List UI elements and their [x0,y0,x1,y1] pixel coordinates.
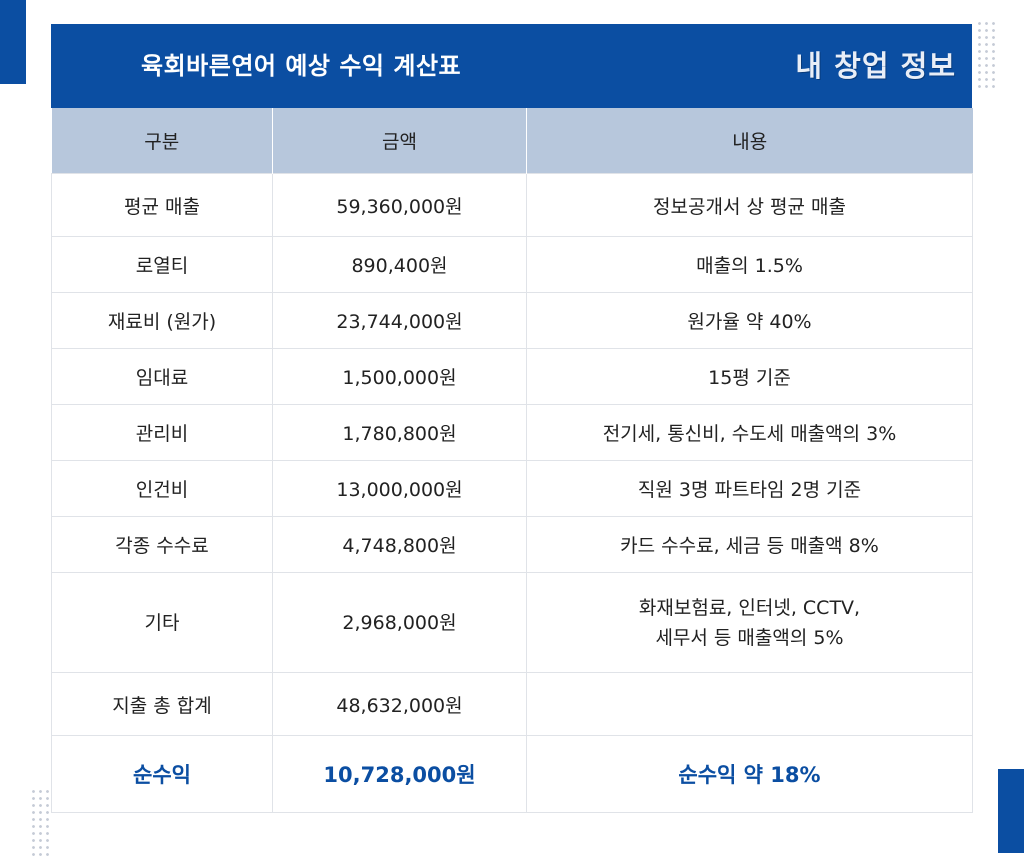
cell-category: 순수익 [51,735,273,813]
brand-logo: 내 창업 정보 [795,46,956,86]
cell-category: 인건비 [51,460,273,517]
dot-pattern-bottom-left [30,788,52,858]
cell-category: 로열티 [51,236,273,293]
profit-table: 구분 금액 내용 평균 매출 59,360,000원 정보공개서 상 평균 매출… [51,108,973,813]
corner-accent-top-left [0,0,26,84]
cell-note-line: 화재보험료, 인터넷, CCTV, [638,596,861,619]
column-header-category: 구분 [51,108,273,174]
cell-note [526,672,973,736]
cell-note: 직원 3명 파트타임 2명 기준 [526,460,973,517]
cell-category: 각종 수수료 [51,516,273,573]
cell-note: 화재보험료, 인터넷, CCTV, 세무서 등 매출액의 5% [526,572,973,673]
column-header-amount: 금액 [272,108,527,174]
cell-note: 원가율 약 40% [526,292,973,349]
column-header-note: 내용 [526,108,973,174]
cell-amount: 890,400원 [272,236,527,293]
cell-note: 매출의 1.5% [526,236,973,293]
profit-table-card: 육회바른연어 예상 수익 계산표 내 창업 정보 구분 금액 내용 평균 매출 … [51,24,973,813]
cell-note: 15평 기준 [526,348,973,405]
table-row-expense-total: 지출 총 합계 48,632,000원 [51,672,973,736]
cell-amount: 48,632,000원 [272,672,527,736]
table-row: 각종 수수료 4,748,800원 카드 수수료, 세금 등 매출액 8% [51,516,973,573]
brand-logo-text: 내 창업 정보 [795,49,956,83]
cell-amount: 59,360,000원 [272,173,527,237]
table-title-bar: 육회바른연어 예상 수익 계산표 내 창업 정보 [51,24,972,108]
cell-amount: 1,500,000원 [272,348,527,405]
cell-note: 카드 수수료, 세금 등 매출액 8% [526,516,973,573]
cell-amount: 13,000,000원 [272,460,527,517]
table-row: 재료비 (원가) 23,744,000원 원가율 약 40% [51,292,973,349]
table-row: 로열티 890,400원 매출의 1.5% [51,236,973,293]
cell-category: 관리비 [51,404,273,461]
cell-amount: 23,744,000원 [272,292,527,349]
table-title: 육회바른연어 예상 수익 계산표 [141,52,462,80]
corner-accent-bottom-right [998,769,1024,853]
table-row-net-profit: 순수익 10,728,000원 순수익 약 18% [51,735,973,813]
cell-note: 순수익 약 18% [526,735,973,813]
cell-amount: 4,748,800원 [272,516,527,573]
cell-amount: 10,728,000원 [272,735,527,813]
cell-note: 전기세, 통신비, 수도세 매출액의 3% [526,404,973,461]
dot-pattern-top-right [976,20,998,90]
table-row: 기타 2,968,000원 화재보험료, 인터넷, CCTV, 세무서 등 매출… [51,572,973,673]
cell-amount: 1,780,800원 [272,404,527,461]
table-header-row: 구분 금액 내용 [51,108,973,174]
cell-category: 지출 총 합계 [51,672,273,736]
table-row: 인건비 13,000,000원 직원 3명 파트타임 2명 기준 [51,460,973,517]
cell-note: 정보공개서 상 평균 매출 [526,173,973,237]
table-row: 관리비 1,780,800원 전기세, 통신비, 수도세 매출액의 3% [51,404,973,461]
table-row: 임대료 1,500,000원 15평 기준 [51,348,973,405]
cell-category: 재료비 (원가) [51,292,273,349]
table-row: 평균 매출 59,360,000원 정보공개서 상 평균 매출 [51,173,973,237]
cell-category: 임대료 [51,348,273,405]
cell-amount: 2,968,000원 [272,572,527,673]
cell-note-line: 세무서 등 매출액의 5% [655,626,844,649]
cell-category: 기타 [51,572,273,673]
cell-category: 평균 매출 [51,173,273,237]
